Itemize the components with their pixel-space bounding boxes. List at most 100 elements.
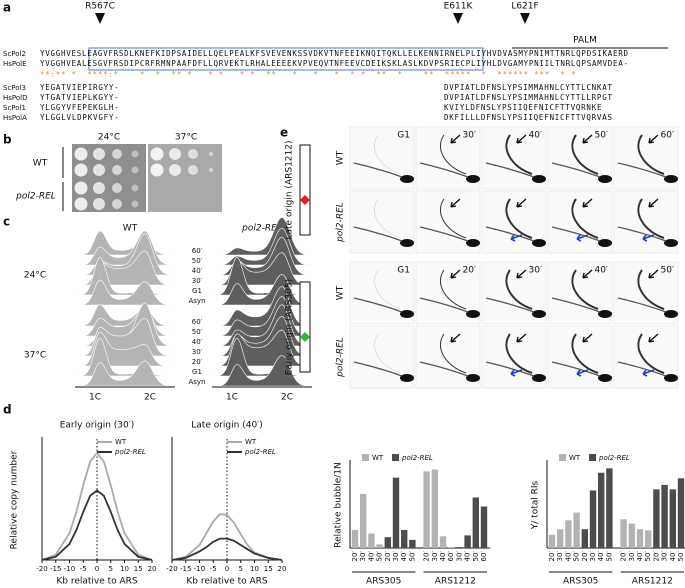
gel-arc bbox=[439, 269, 467, 310]
x-tick-label: 40′ bbox=[464, 551, 472, 562]
spot bbox=[74, 163, 88, 177]
bar bbox=[565, 520, 572, 548]
arrow bbox=[648, 269, 659, 279]
legend-label: WT bbox=[569, 454, 581, 462]
x-tick-label: 30′ bbox=[661, 551, 669, 562]
legend-label: WT bbox=[372, 454, 384, 462]
legend-label: pol2-REL bbox=[598, 454, 630, 462]
arrow bbox=[642, 234, 655, 242]
timepoint-label: G1 bbox=[192, 368, 202, 376]
bar bbox=[431, 469, 438, 548]
spot bbox=[74, 181, 88, 195]
bar bbox=[448, 547, 455, 548]
spot bbox=[131, 166, 139, 174]
spot bbox=[93, 164, 105, 176]
bar bbox=[376, 544, 383, 548]
gel-arc bbox=[551, 361, 601, 377]
gel-arc bbox=[637, 134, 665, 175]
gel-spot bbox=[598, 239, 612, 247]
x-tick-label: 15 bbox=[134, 565, 143, 573]
temperature-label: 37°C bbox=[175, 133, 197, 143]
origin-label: Late origin (ARS1212) bbox=[285, 141, 295, 240]
x-tick-label: 5 bbox=[239, 565, 243, 573]
gel-arc bbox=[419, 162, 469, 178]
gel-arc bbox=[571, 333, 599, 374]
bar bbox=[653, 489, 660, 548]
bar bbox=[456, 547, 463, 548]
arrow bbox=[642, 369, 655, 377]
x-tick-label: -10 bbox=[194, 565, 205, 573]
legend-label: pol2-REL bbox=[114, 448, 146, 456]
histogram bbox=[211, 227, 313, 266]
sequence: DVPIATLDFNSLYPSIMMAHNLCYTTLCNKAT bbox=[444, 83, 612, 92]
x-tick-label: 40′ bbox=[597, 551, 605, 562]
timepoint-label: 50′ bbox=[661, 266, 675, 276]
arrow bbox=[516, 269, 527, 279]
chart-title: Early origin (30′) bbox=[60, 421, 135, 431]
timepoint-label: 60′ bbox=[192, 247, 203, 255]
arrow bbox=[516, 333, 527, 343]
gel-spot bbox=[598, 374, 612, 382]
arrow bbox=[450, 333, 461, 343]
timepoint-label: 30′ bbox=[463, 131, 477, 141]
gel-arc bbox=[439, 333, 467, 374]
timepoint-label: 30′ bbox=[192, 348, 203, 356]
legend-label: pol2-REL bbox=[244, 448, 276, 456]
gel-arc bbox=[485, 162, 535, 178]
x-tick-label: -5 bbox=[80, 565, 87, 573]
x-tick-label: 50′ bbox=[677, 551, 685, 562]
sequence: YLGGLVLDPKVGFY- bbox=[40, 113, 119, 122]
temperature-label: 24°C bbox=[24, 271, 46, 281]
panel-label: a bbox=[3, 1, 11, 15]
timepoint-label: 20′ bbox=[192, 358, 203, 366]
spot bbox=[112, 199, 122, 209]
group-label: ARS1212 bbox=[632, 577, 673, 587]
timepoint-label: 50′ bbox=[595, 131, 609, 141]
gel-arc bbox=[571, 134, 599, 175]
gel-arc bbox=[353, 361, 403, 377]
bar bbox=[606, 468, 613, 548]
y-axis-title: Y/ total RIs bbox=[531, 480, 541, 530]
gel-arc bbox=[485, 226, 535, 242]
gel-arc bbox=[617, 162, 667, 178]
spot bbox=[188, 149, 198, 159]
x-axis-label: 1C bbox=[226, 393, 238, 403]
sequence: DVPIATLDFNSLYPSIMMAHNLCYTTLLRPGT bbox=[444, 93, 612, 102]
mutation-marker bbox=[95, 13, 105, 24]
gel-arc bbox=[485, 297, 535, 313]
arrow bbox=[648, 333, 659, 343]
panel-label: d bbox=[3, 403, 12, 417]
bar bbox=[360, 493, 367, 548]
spot bbox=[112, 183, 122, 193]
gel-spot bbox=[598, 175, 612, 183]
timepoint-label: 60′ bbox=[192, 318, 203, 326]
group-label: ARS305 bbox=[366, 577, 401, 587]
group-label: ARS305 bbox=[563, 577, 598, 587]
bar bbox=[589, 490, 597, 548]
gel-arc bbox=[374, 269, 401, 310]
sequence: DKFILLLDFNSLYPSIIQEFNICFTTVQRVAS bbox=[444, 113, 612, 122]
strain-header: pol2-REL bbox=[241, 224, 282, 234]
chromosome-schematic bbox=[299, 144, 311, 236]
bar bbox=[620, 519, 627, 548]
mutation-label: E611K bbox=[444, 2, 474, 12]
data-line bbox=[171, 513, 283, 561]
species-name: ScPol2 bbox=[3, 50, 26, 58]
arrow bbox=[648, 198, 659, 208]
x-tick-label: 0 bbox=[95, 565, 99, 573]
x-tick-label: -15 bbox=[50, 565, 61, 573]
bar bbox=[401, 529, 408, 548]
gel-arc bbox=[617, 361, 667, 377]
timepoint-label: 60′ bbox=[661, 131, 675, 141]
gel-spot bbox=[532, 310, 546, 318]
histogram bbox=[211, 355, 313, 387]
spot bbox=[169, 164, 181, 176]
arrow bbox=[450, 269, 461, 279]
bar bbox=[636, 529, 644, 548]
origin-marker bbox=[300, 195, 310, 205]
legend-swatch bbox=[362, 454, 369, 461]
timepoint-label: Asyn bbox=[188, 297, 205, 305]
gel-arc bbox=[419, 297, 469, 313]
gel-arc bbox=[505, 198, 533, 239]
gel-arc bbox=[617, 297, 667, 313]
